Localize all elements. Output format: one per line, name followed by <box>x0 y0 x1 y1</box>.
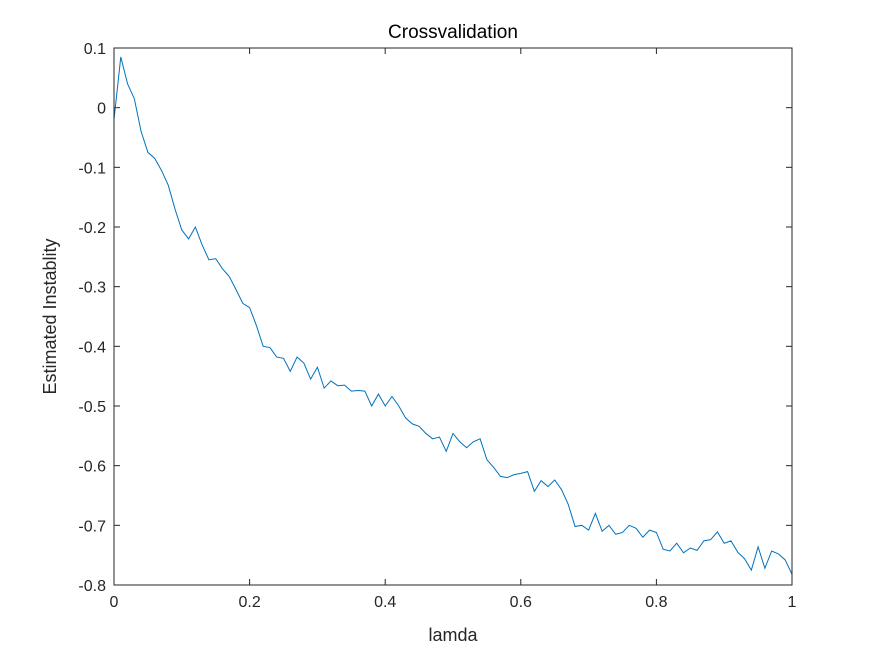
y-tick-label: -0.8 <box>78 578 106 595</box>
y-tick-label: 0.1 <box>84 41 106 58</box>
plot-area <box>114 48 792 585</box>
y-tick-label: -0.6 <box>78 459 106 476</box>
series-line <box>113 56 793 575</box>
x-tick-label: 0 <box>110 594 119 611</box>
x-tick-label: 0.4 <box>374 594 396 611</box>
y-tick-label: -0.4 <box>78 339 106 356</box>
axes-box <box>113 47 793 586</box>
x-tick-label: 1 <box>788 594 797 611</box>
x-tick-label: 0.8 <box>645 594 667 611</box>
x-axis-title: lamda <box>428 625 478 645</box>
chart-title: Crossvalidation <box>388 22 518 43</box>
y-tick-label: -0.2 <box>78 220 106 237</box>
y-tick-label: 0 <box>97 101 106 118</box>
y-tick-label: -0.1 <box>78 160 106 177</box>
x-tick-label: 0.2 <box>238 594 260 611</box>
x-tick-label: 0.6 <box>510 594 532 611</box>
x-axis-ticks: 0 0.2 0.4 0.6 0.8 1 <box>110 48 797 611</box>
y-tick-label: -0.3 <box>78 280 106 297</box>
y-tick-label: -0.5 <box>78 399 106 416</box>
y-axis-title: Estimated Instablity <box>40 238 60 394</box>
y-tick-label: -0.7 <box>78 518 106 535</box>
